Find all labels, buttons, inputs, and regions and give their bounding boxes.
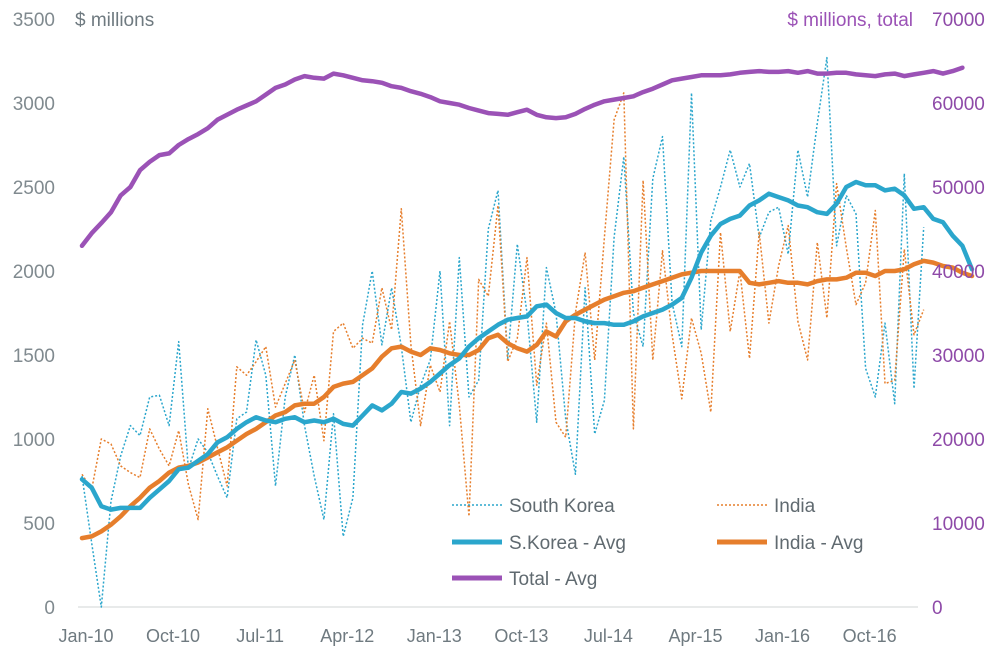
series-line-total-avg [79,65,965,249]
series-layer [79,56,975,608]
series-line-india-avg [79,258,975,541]
x-tick-label: Jul-11 [236,626,284,646]
y-tick-left: 1000 [13,430,55,451]
y-tick-left: 0 [44,598,55,619]
y-axis-right: 0 10000 20000 30000 40000 50000 60000 70000 [932,10,985,619]
series-line-s-korea-avg [79,179,975,512]
legend-label-south-korea: South Korea [509,496,615,517]
y-tick-right: 0 [932,598,943,619]
x-tick-label: Jan-10 [58,626,113,646]
legend-label-india-avg: India - Avg [774,533,863,554]
legend-label-skorea-avg: S.Korea - Avg [509,533,626,554]
y-tick-left: 2500 [13,178,55,199]
y-axis-left: 0 500 1000 1500 2000 2500 3000 3500 [13,10,55,619]
y-axis-right-title: $ millions, total [787,10,913,31]
y-tick-right: 70000 [932,10,985,31]
y-tick-left: 500 [23,514,55,535]
x-tick-label: Apr-15 [668,626,722,646]
y-tick-right: 30000 [932,346,985,367]
series-line-south-korea [81,56,925,608]
series-line-india [81,92,925,521]
x-tick-label: Jul-14 [584,626,633,646]
legend-label-india: India [774,496,816,517]
y-tick-right: 10000 [932,514,985,535]
y-tick-right: 20000 [932,430,985,451]
x-tick-label: Jan-13 [407,626,462,646]
legend-item-india: India [717,496,816,517]
y-tick-left: 2000 [13,262,55,283]
y-tick-right: 40000 [932,262,985,283]
y-tick-right: 50000 [932,178,985,199]
y-tick-left: 3000 [13,94,55,115]
x-tick-label: Oct-13 [494,626,548,646]
legend-item-india-avg: India - Avg [717,533,863,554]
plot-area [78,56,975,608]
legend: South Korea India S.Korea - Avg India - … [452,496,863,590]
x-axis: Jan-10 Oct-10 Jul-11 Apr-12 Jan-13 Oct-13 Jul-… [58,626,896,646]
y-tick-right: 60000 [932,94,985,115]
x-tick-label: Oct-10 [146,626,200,646]
x-tick-label: Oct-16 [843,626,897,646]
y-tick-left: 1500 [13,346,55,367]
x-tick-label: Apr-12 [320,626,374,646]
legend-item-total-avg: Total - Avg [452,569,597,590]
legend-item-south-korea: South Korea [452,496,615,517]
legend-item-skorea-avg: S.Korea - Avg [452,533,626,554]
y-axis-left-title: $ millions [75,10,154,31]
y-tick-left: 3500 [13,10,55,31]
legend-label-total-avg: Total - Avg [509,569,597,590]
x-tick-label: Jan-16 [755,626,810,646]
